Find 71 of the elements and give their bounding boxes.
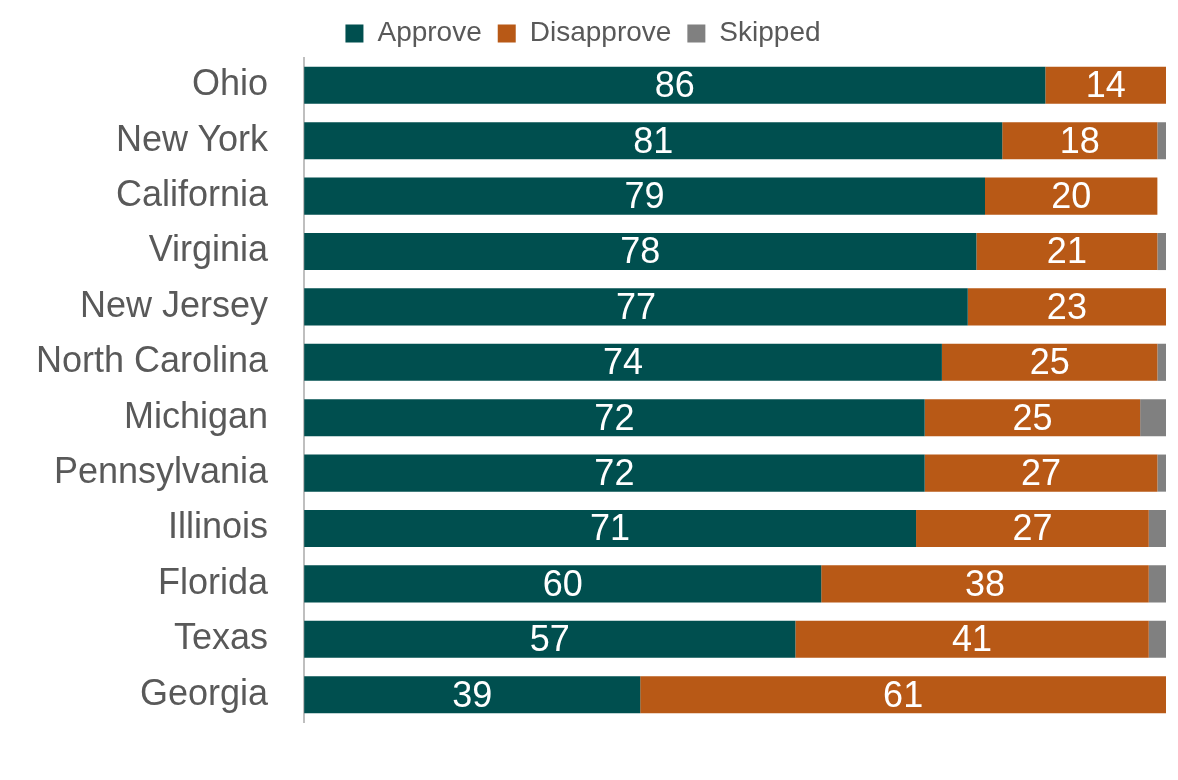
y-tick-label: Virginia [148, 228, 270, 270]
bar [1157, 343, 1166, 381]
data-label: 81 [633, 119, 674, 161]
bar [1157, 232, 1166, 271]
data-label: 78 [620, 230, 661, 272]
bar [304, 399, 925, 437]
data-label: 14 [1085, 64, 1126, 106]
bar [304, 343, 942, 381]
data-label: 74 [602, 341, 644, 383]
y-tick-label: Georgia [140, 671, 270, 713]
data-label: 23 [1046, 285, 1087, 327]
bar [976, 232, 1158, 271]
y-tick-label: Illinois [168, 505, 269, 547]
bar [304, 509, 917, 548]
data-label: 38 [964, 562, 1006, 604]
data-label: 25 [1029, 341, 1070, 383]
bar [1148, 565, 1166, 603]
bar [1148, 509, 1166, 548]
bar [304, 66, 1046, 104]
bar [1157, 454, 1166, 492]
y-tick-label: New Jersey [80, 283, 269, 325]
bar [304, 620, 796, 658]
data-label: 21 [1046, 230, 1087, 272]
data-label: 72 [594, 452, 635, 494]
bar [967, 288, 1166, 326]
y-tick-label: Ohio [192, 62, 269, 104]
y-tick-label: Texas [174, 616, 269, 658]
legend-label: Disapprove [529, 16, 672, 48]
data-label: 77 [615, 285, 656, 327]
bar [985, 177, 1158, 215]
data-label: 71 [590, 507, 631, 549]
data-label: 39 [452, 673, 493, 715]
bar [304, 177, 985, 215]
bar [924, 454, 1158, 492]
y-tick-label: Michigan [124, 394, 269, 436]
data-label: 18 [1059, 119, 1100, 161]
data-label: 86 [654, 64, 695, 106]
y-tick-label: Florida [158, 560, 270, 602]
bar [640, 676, 1166, 714]
bar [1002, 122, 1158, 160]
bar [304, 232, 977, 271]
legend-label: Skipped [719, 16, 821, 48]
bar [304, 454, 925, 492]
bar [916, 509, 1149, 548]
bar [821, 565, 1149, 603]
bar [1045, 66, 1166, 104]
bar [1148, 620, 1166, 658]
y-tick-label: Pennsylvania [53, 450, 270, 492]
y-tick-label: New York [116, 117, 270, 159]
data-label: 25 [1012, 396, 1053, 438]
bar [304, 676, 641, 714]
bar [304, 288, 968, 326]
data-label: 79 [624, 175, 665, 217]
data-label: 20 [1051, 175, 1092, 217]
data-label: 41 [952, 618, 993, 660]
legend-label: Approve [377, 16, 482, 48]
data-label: 27 [1012, 507, 1053, 549]
data-label: 57 [529, 618, 570, 660]
data-label: 61 [883, 673, 924, 715]
bar [941, 343, 1158, 381]
bar [795, 620, 1149, 658]
bar [304, 565, 822, 603]
bar [1157, 122, 1166, 160]
data-label: 72 [594, 396, 635, 438]
data-label: 60 [542, 562, 583, 604]
y-tick-label: California [116, 173, 270, 215]
bar [1140, 399, 1166, 437]
bar [304, 122, 1003, 160]
bar [924, 399, 1141, 437]
data-label: 27 [1021, 452, 1062, 494]
y-tick-label: North Carolina [35, 339, 270, 381]
